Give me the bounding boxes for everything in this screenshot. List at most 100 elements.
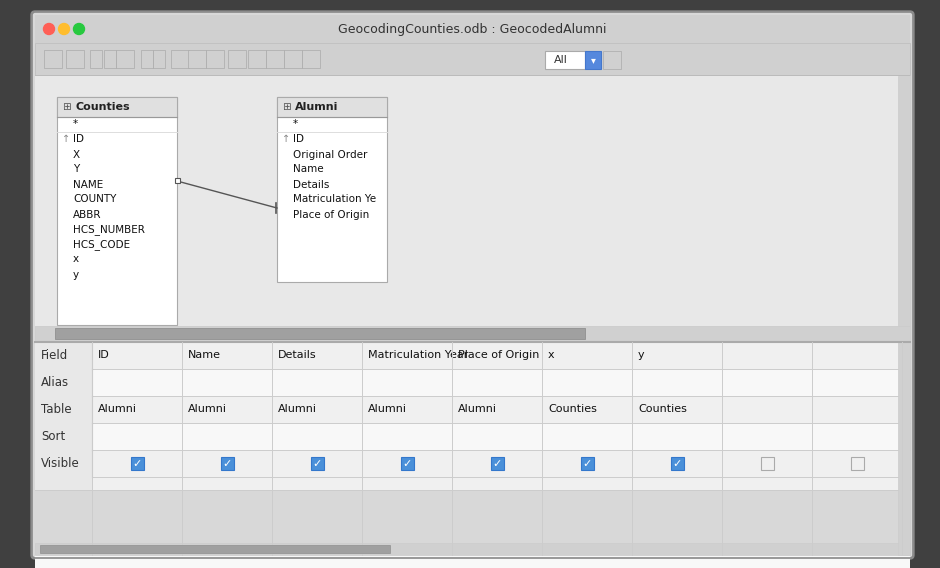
Text: ID: ID [98, 350, 110, 361]
Text: ⊞: ⊞ [282, 102, 290, 112]
Bar [898, 342, 910, 555]
Bar [35, 423, 910, 450]
Text: ID: ID [293, 135, 304, 144]
Text: x: x [73, 254, 79, 265]
Text: Name: Name [188, 350, 221, 361]
Bar [141, 50, 153, 68]
Text: Y: Y [73, 165, 79, 174]
Bar [35, 396, 910, 423]
Text: ↑: ↑ [282, 135, 290, 144]
Bar [35, 369, 92, 396]
Bar [603, 51, 621, 69]
Bar [400, 457, 414, 470]
Text: All: All [554, 55, 568, 65]
Text: ABBR: ABBR [73, 210, 102, 219]
Bar [35, 76, 910, 326]
Bar [116, 50, 134, 68]
Text: *: * [293, 119, 298, 130]
Text: Counties: Counties [548, 404, 597, 415]
Text: Visible: Visible [41, 457, 80, 470]
Bar [491, 457, 504, 470]
Text: *: * [73, 119, 78, 130]
Circle shape [73, 23, 85, 35]
Text: Matriculation Ye: Matriculation Ye [293, 194, 376, 204]
Bar [44, 50, 62, 68]
Bar [35, 543, 910, 555]
Bar [585, 51, 601, 69]
Bar [55, 328, 585, 339]
Bar [221, 457, 233, 470]
Bar [284, 50, 302, 68]
Bar [175, 178, 180, 183]
Bar [35, 75, 910, 76]
Bar [35, 450, 92, 477]
Bar [35, 396, 92, 423]
Text: Field: Field [41, 349, 69, 362]
Bar [277, 97, 387, 282]
Bar [302, 50, 320, 68]
Text: Place of Origin: Place of Origin [293, 210, 369, 219]
Text: Alumni: Alumni [368, 404, 407, 415]
Bar [35, 15, 910, 43]
Bar [35, 450, 910, 477]
Text: Alumni: Alumni [278, 404, 317, 415]
Bar [206, 50, 224, 68]
Bar [898, 76, 910, 326]
Bar [670, 457, 683, 470]
FancyBboxPatch shape [31, 11, 914, 559]
Text: ✓: ✓ [672, 458, 682, 469]
Bar [188, 50, 206, 68]
Text: Alumni: Alumni [98, 404, 137, 415]
Bar [57, 97, 177, 117]
Text: NAME: NAME [73, 179, 103, 190]
Text: Place of Origin: Place of Origin [458, 350, 540, 361]
Bar [90, 50, 102, 68]
Text: HCS_CODE: HCS_CODE [73, 239, 130, 250]
Text: GeocodingCounties.odb : GeocodedAlumni: GeocodingCounties.odb : GeocodedAlumni [338, 23, 606, 35]
Text: y: y [73, 269, 79, 279]
Text: ✓: ✓ [493, 458, 502, 469]
Bar [851, 457, 864, 470]
Text: ✓: ✓ [312, 458, 321, 469]
Bar [248, 50, 266, 68]
Circle shape [43, 23, 55, 35]
Bar [310, 457, 323, 470]
Text: y: y [638, 350, 645, 361]
Text: Alumni: Alumni [458, 404, 497, 415]
Bar [760, 457, 774, 470]
Text: Counties: Counties [638, 404, 687, 415]
Bar [266, 50, 284, 68]
Text: ID: ID [73, 135, 84, 144]
Bar [277, 97, 387, 117]
Text: Alias: Alias [41, 376, 70, 389]
Bar [40, 545, 390, 553]
Text: x: x [548, 350, 555, 361]
Text: Table: Table [41, 403, 71, 416]
Bar [104, 50, 116, 68]
Bar [35, 423, 92, 450]
Bar [35, 369, 910, 396]
Text: X: X [73, 149, 80, 160]
Text: Alumni: Alumni [188, 404, 227, 415]
Bar [228, 50, 246, 68]
Text: Matriculation Year: Matriculation Year [368, 350, 468, 361]
Bar [131, 457, 144, 470]
Text: COUNTY: COUNTY [73, 194, 117, 204]
Bar [171, 50, 189, 68]
Bar [545, 51, 585, 69]
Text: ✓: ✓ [402, 458, 412, 469]
Text: Sort: Sort [41, 430, 65, 443]
Bar [66, 50, 84, 68]
Text: Details: Details [293, 179, 329, 190]
Bar [35, 342, 910, 369]
Bar [35, 43, 910, 75]
Text: ▾: ▾ [590, 55, 595, 65]
Bar [35, 326, 910, 342]
Bar [153, 50, 165, 68]
Text: Original Order: Original Order [293, 149, 368, 160]
Text: Name: Name [293, 165, 323, 174]
Text: ✓: ✓ [582, 458, 591, 469]
Text: ✓: ✓ [133, 458, 142, 469]
Circle shape [58, 23, 70, 35]
Text: Counties: Counties [75, 102, 130, 112]
